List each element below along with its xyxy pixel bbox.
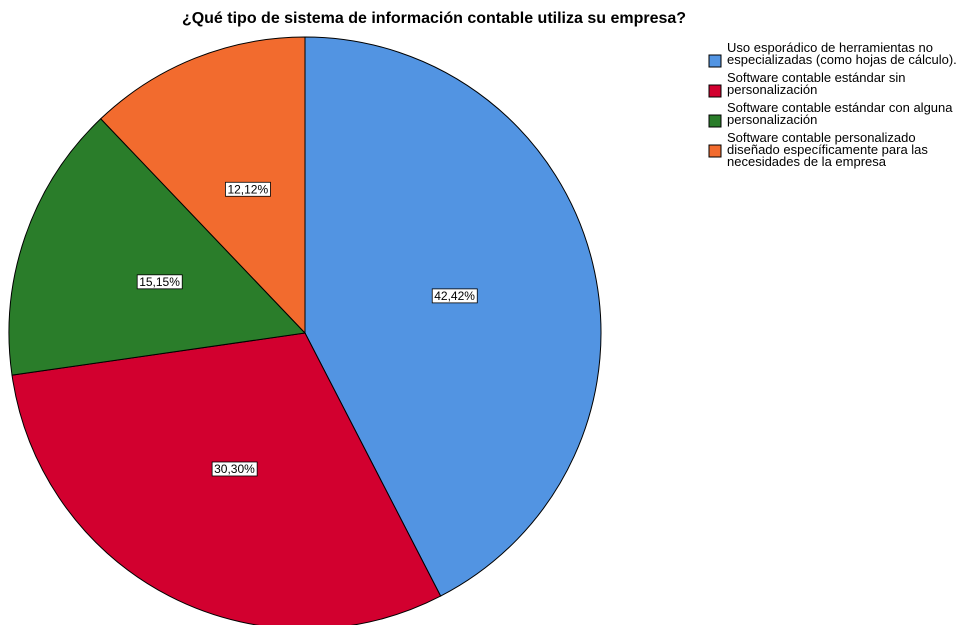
pie-slice [304,36,602,597]
data-label-text: 42,42% [434,289,475,303]
pie-slice [11,332,442,625]
data-label-text: 30,30% [214,462,255,476]
data-label: 42,42% [431,288,478,304]
legend-swatch [708,144,722,158]
data-label-box [225,181,271,197]
pie-slice [100,36,306,335]
legend-label: Software contable estándar con alguna pe… [727,100,956,127]
legend-label: Software contable estándar sin personali… [727,70,909,97]
legend-label: Uso esporádico de herramientas no especi… [727,40,957,67]
legend-swatch [708,84,722,98]
data-label-box [211,461,258,477]
legend-swatch [708,54,722,68]
data-label-text: 15,15% [139,275,180,289]
data-label-box [136,274,183,290]
legend-swatch [708,114,722,128]
data-label-text: 12,12% [227,182,268,196]
data-label: 30,30% [211,461,258,477]
data-label-box [431,288,478,304]
legend-label: Software contable personalizado diseñado… [727,130,932,169]
chart-title: ¿Qué tipo de sistema de información cont… [182,10,686,27]
data-label: 12,12% [225,181,271,197]
data-label: 15,15% [136,274,183,290]
pie-slice [8,118,307,376]
